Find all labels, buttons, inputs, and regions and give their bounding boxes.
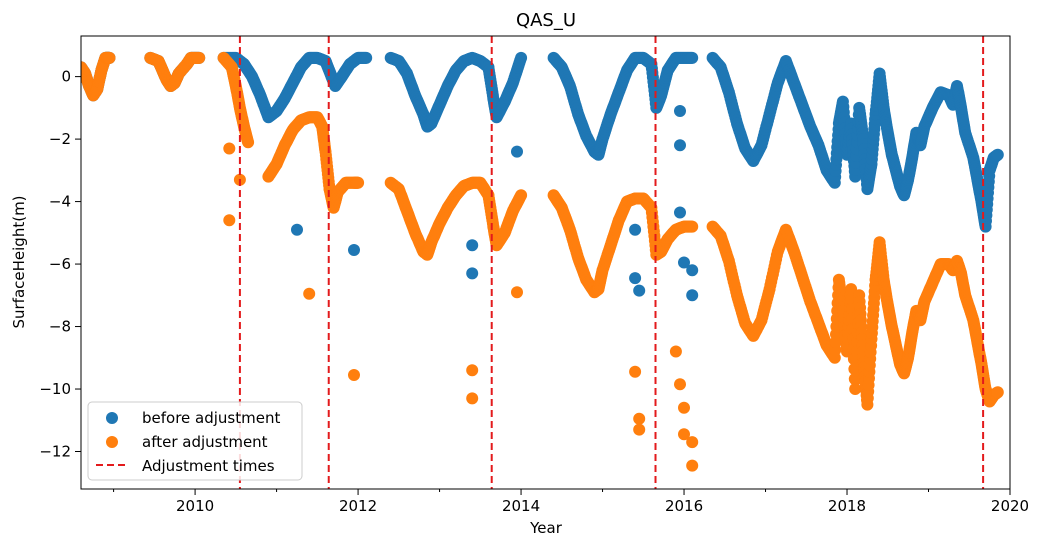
series-1 [81,51,1004,472]
x-axis: 2010 2012 2014 2016 2018 2020 [113,489,1029,515]
legend-label-adjustment: Adjustment times [142,457,275,475]
x-tick-label: 2018 [828,497,866,515]
legend-label-before: before adjustment [142,409,280,427]
x-tick-label: 2020 [991,497,1029,515]
legend-marker-after [106,436,118,448]
data-point [633,412,646,425]
legend-label-after: after adjustment [142,433,268,451]
data-point [678,401,690,414]
y-tick-label: −8 [49,318,71,336]
x-axis-label: Year [529,519,563,537]
data-point [669,345,682,358]
data-point [348,369,360,381]
data-point [674,105,686,117]
data-point [511,145,523,158]
data-point [674,206,686,219]
y-tick-label: −12 [39,443,71,461]
data-point [674,378,686,391]
series-layer [81,51,1004,472]
data-point [223,142,236,155]
plot-frame [80,35,1011,490]
data-point [678,428,690,441]
y-tick-label: −2 [49,130,71,148]
data-point [845,283,858,296]
legend-marker-before [106,412,118,424]
data-point [991,386,1004,399]
data-point [686,289,699,302]
data-point [348,244,360,256]
data-point [686,51,699,64]
data-point [466,267,479,280]
chart-title: QAS_U [516,10,576,31]
data-point [360,51,373,64]
data-point [511,286,523,299]
data-point [849,383,862,395]
data-point [686,264,699,277]
x-tick-label: 2010 [176,497,214,515]
x-tick-label: 2012 [339,497,377,515]
data-point [991,148,1004,161]
data-point [193,51,206,64]
x-tick-label: 2014 [502,497,540,515]
y-tick-label: −6 [49,255,71,273]
data-point [674,139,686,152]
y-tick-label: −4 [49,193,71,211]
y-axis-label: SurfaceHeight(m) [10,195,28,328]
x-tick-label: 2016 [665,497,703,515]
data-point [686,459,699,472]
data-point [629,365,642,378]
data-point [466,364,479,377]
y-tick-label: 0 [61,68,71,86]
data-point [303,287,316,300]
data-point [466,392,479,405]
data-point [629,272,642,285]
data-point [633,423,646,436]
data-point [678,256,690,269]
data-point [466,239,479,252]
data-point [629,223,642,236]
data-point [223,214,236,227]
data-point [686,436,699,449]
data-point [686,220,699,233]
data-point [849,373,862,386]
data-point [633,284,646,297]
data-point [352,176,365,189]
data-point [515,189,528,202]
y-axis: 0 −2 −4 −6 −8 −10 −12 [39,68,81,461]
legend: before adjustment after adjustment Adjus… [87,401,303,481]
series-0 [81,51,1004,302]
legend-box [87,401,303,481]
y-tick-label: −10 [39,380,71,398]
data-point [291,223,303,236]
data-point [515,51,528,64]
data-point [242,136,255,149]
data-point [103,51,116,64]
